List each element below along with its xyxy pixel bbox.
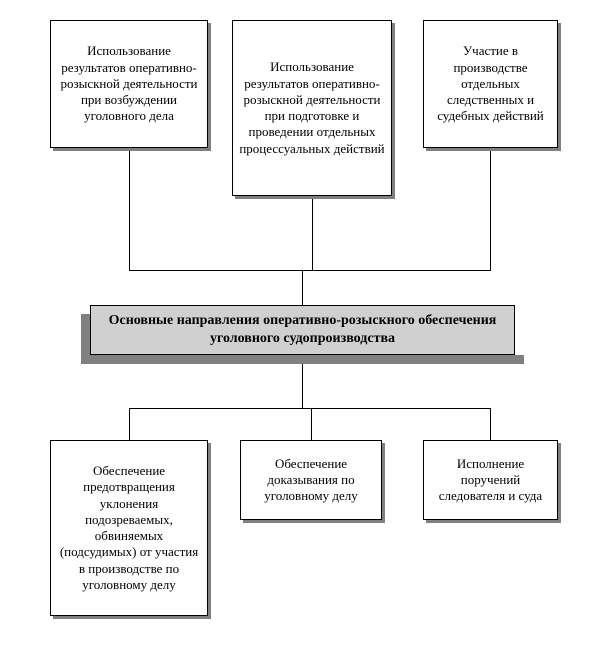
connector: [490, 151, 491, 270]
connector-bus-top: [129, 270, 491, 271]
connector-bus-bottom: [129, 408, 491, 409]
bottom-box-2-text: Обеспечение доказывания по уголовному де…: [247, 456, 375, 505]
connector: [312, 199, 313, 270]
top-box-2-text: Использование результатов оперативно-роз…: [239, 59, 385, 157]
connector: [302, 270, 303, 305]
bottom-box-3: Исполнение поручений следователя и суда: [423, 440, 558, 520]
bottom-box-1: Обеспечение предотвращения уклонения под…: [50, 440, 208, 616]
connector: [302, 364, 303, 408]
top-box-1-text: Использование результатов оперативно-роз…: [57, 43, 201, 124]
bottom-box-2: Обеспечение доказывания по уголовному де…: [240, 440, 382, 520]
center-box-shadow-b: [81, 355, 524, 364]
top-box-1: Использование результатов оперативно-роз…: [50, 20, 208, 148]
center-box-text: Основные направления оперативно-розыскно…: [105, 312, 500, 348]
bottom-box-3-text: Исполнение поручений следователя и суда: [430, 456, 551, 505]
top-box-3-text: Участие в производстве отдельных следств…: [430, 43, 551, 124]
connector: [490, 408, 491, 440]
connector: [311, 408, 312, 440]
center-box: Основные направления оперативно-розыскно…: [90, 305, 515, 355]
top-box-2: Использование результатов оперативно-роз…: [232, 20, 392, 196]
bottom-box-1-text: Обеспечение предотвращения уклонения под…: [57, 463, 201, 593]
top-box-3: Участие в производстве отдельных следств…: [423, 20, 558, 148]
connector: [129, 408, 130, 440]
connector: [129, 151, 130, 270]
